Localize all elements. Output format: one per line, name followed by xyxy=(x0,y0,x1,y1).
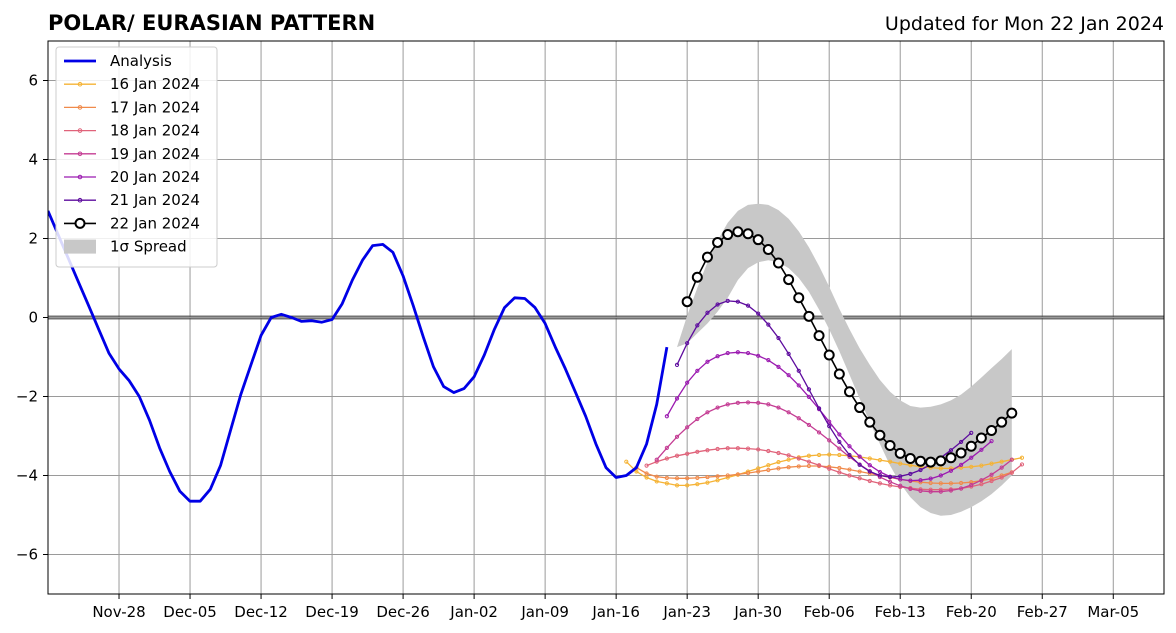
chart-title: POLAR/ EURASIAN PATTERN xyxy=(48,11,375,35)
x-tick-label: Jan-09 xyxy=(520,603,569,621)
forecast-point xyxy=(703,253,712,262)
forecast-point xyxy=(815,331,824,340)
forecast-point xyxy=(865,418,874,427)
forecast-point xyxy=(916,457,925,466)
legend-label: 1σ Spread xyxy=(110,238,187,256)
y-tick-label: 0 xyxy=(28,309,38,327)
forecast-point xyxy=(804,312,813,321)
forecast-point xyxy=(693,273,702,282)
forecast-point xyxy=(926,458,935,467)
forecast-point xyxy=(936,456,945,465)
forecast-point xyxy=(723,230,732,239)
x-tick-label: Mar-05 xyxy=(1087,603,1139,621)
y-tick-label: 2 xyxy=(28,230,38,248)
x-tick-label: Jan-30 xyxy=(733,603,782,621)
forecast-point xyxy=(754,235,763,244)
forecast-point xyxy=(946,453,955,462)
forecast-point xyxy=(625,460,628,463)
legend-swatch xyxy=(64,240,96,254)
forecast-point xyxy=(967,442,976,451)
chart-subtitle: Updated for Mon 22 Jan 2024 xyxy=(885,13,1164,35)
y-tick-label: −6 xyxy=(16,546,38,564)
x-tick-label: Feb-06 xyxy=(804,603,855,621)
x-tick-label: Dec-05 xyxy=(163,603,217,621)
x-tick-label: Feb-20 xyxy=(946,603,997,621)
y-tick-label: −2 xyxy=(16,388,38,406)
x-tick-label: Jan-02 xyxy=(449,603,498,621)
forecast-point xyxy=(683,297,692,306)
x-tick-label: Nov-28 xyxy=(92,603,145,621)
forecast-point xyxy=(764,245,773,254)
legend-label: 19 Jan 2024 xyxy=(110,145,200,163)
plot-area: Nov-28 Dec-05 Dec-12 Dec-19 Dec-26 Jan-02 Jan-… xyxy=(16,41,1164,621)
forecast-point xyxy=(794,293,803,302)
legend-label: 21 Jan 2024 xyxy=(110,191,200,209)
legend: Analysis 16 Jan 2024 17 Jan 2024 18 Jan 202… xyxy=(56,47,217,267)
forecast-point xyxy=(875,431,884,440)
forecast-point xyxy=(855,403,864,412)
forecast-point xyxy=(987,426,996,435)
x-tick-label: Jan-16 xyxy=(591,603,640,621)
forecast-point xyxy=(886,441,895,450)
legend-label: Analysis xyxy=(110,52,172,70)
chart: POLAR/ EURASIAN PATTERN Updated for Mon … xyxy=(0,0,1176,633)
forecast-point xyxy=(845,387,854,396)
forecast-point xyxy=(744,229,753,238)
forecast-point xyxy=(645,464,648,467)
legend-label: 20 Jan 2024 xyxy=(110,168,200,186)
forecast-point xyxy=(1007,409,1016,418)
forecast-point xyxy=(784,275,793,284)
y-tick-label: 4 xyxy=(28,151,38,169)
legend-marker xyxy=(76,219,85,228)
forecast-point xyxy=(713,238,722,247)
y-tick-label: 6 xyxy=(28,72,38,90)
forecast-point xyxy=(977,433,986,442)
y-tick-label: −4 xyxy=(16,467,38,485)
forecast-point xyxy=(997,418,1006,427)
forecast-point xyxy=(906,454,915,463)
forecast-point xyxy=(957,448,966,457)
legend-label: 16 Jan 2024 xyxy=(110,75,200,93)
forecast-point xyxy=(733,227,742,236)
x-tick-label: Dec-26 xyxy=(376,603,430,621)
forecast-point xyxy=(896,449,905,458)
forecast-point xyxy=(825,351,834,360)
legend-label: 18 Jan 2024 xyxy=(110,122,200,140)
x-tick-label: Dec-19 xyxy=(305,603,359,621)
x-tick-label: Feb-27 xyxy=(1017,603,1068,621)
x-tick-label: Jan-23 xyxy=(662,603,711,621)
x-tick-label: Feb-13 xyxy=(875,603,926,621)
forecast-point xyxy=(835,369,844,378)
legend-label: 22 Jan 2024 xyxy=(110,214,200,232)
x-tick-label: Dec-12 xyxy=(234,603,288,621)
legend-label: 17 Jan 2024 xyxy=(110,98,200,116)
forecast-point xyxy=(774,258,783,267)
